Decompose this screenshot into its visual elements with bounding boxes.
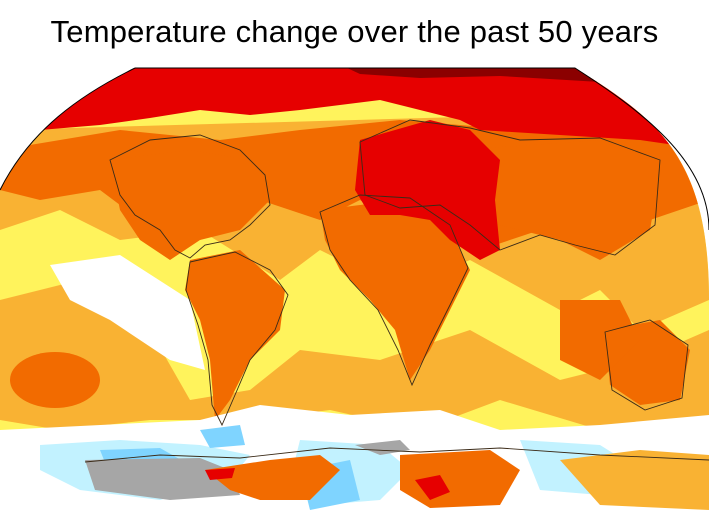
hot-zone <box>205 455 340 500</box>
very-hot-zone <box>205 468 235 480</box>
coastlines <box>84 119 709 463</box>
hot-zone <box>460 140 660 260</box>
hot-zone <box>560 450 709 510</box>
map-title: Temperature change over the past 50 year… <box>50 14 659 49</box>
globe-outline <box>135 67 709 231</box>
hot-zone <box>110 150 270 260</box>
cold-zone <box>200 425 245 448</box>
no-data-zone <box>85 458 240 500</box>
neutral-zone <box>50 255 205 370</box>
hot-zone <box>10 352 100 408</box>
hot-zone <box>185 250 285 420</box>
very-hot-zone <box>415 475 450 500</box>
hot-zone <box>560 300 640 380</box>
globe-outline <box>0 67 136 191</box>
very-hot-zone <box>0 68 709 150</box>
hot-zone <box>400 450 520 508</box>
very-hot-zone <box>355 120 500 260</box>
temperature-layer <box>0 68 709 529</box>
hot-zone <box>320 200 470 380</box>
warm-zone <box>0 280 709 430</box>
